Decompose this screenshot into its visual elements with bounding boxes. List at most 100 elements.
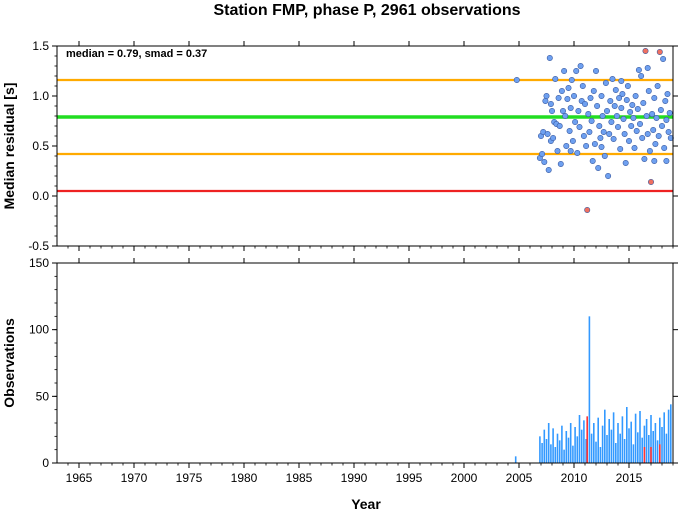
residual-point [603,108,610,115]
observation-bar [637,432,639,463]
residual-point [597,135,604,142]
residual-point [601,153,608,160]
y-tick-label: -0.5 [28,239,49,253]
residual-point [606,131,613,138]
residual-point [588,118,595,125]
observation-bar [541,443,543,463]
residual-point [621,131,628,138]
x-tick-label: 2010 [561,471,588,485]
residual-point [616,95,623,102]
residual-point [577,62,584,69]
residual-point [609,76,616,83]
x-axis-label: Year [351,496,381,511]
outlier-point [656,48,663,55]
observation-bar [630,421,632,463]
residual-point [611,103,618,110]
residual-point [564,96,571,103]
observation-bar [626,407,628,463]
y-tick-label: 100 [29,323,49,337]
residual-point [627,109,634,116]
y-tick-label: 0.0 [32,189,49,203]
residual-point [657,107,664,114]
residual-point [633,128,640,135]
residual-point [598,144,605,151]
residual-point [579,83,586,90]
residual-point [563,143,570,150]
observation-bar [514,456,517,463]
x-tick-label: 1965 [66,471,93,485]
median-smad-annotation: median = 0.79, smad = 0.37 [66,48,207,60]
residual-point [559,108,566,115]
residual-point [594,103,601,110]
observation-bar [617,423,619,463]
residual-point [547,101,554,108]
residual-point [567,148,574,155]
residual-point [572,119,579,126]
observation-bar [663,412,665,463]
residual-point [580,133,587,140]
observation-bar [556,433,559,463]
observation-bar [552,428,554,463]
residual-point [581,101,588,108]
observation-bar [558,440,561,463]
outlier-bar [643,447,646,463]
residual-point [612,87,619,94]
residual-point [629,102,636,109]
residual-point [660,55,667,62]
residual-point [595,165,602,172]
observation-bar [588,316,591,463]
observation-bar [641,437,643,463]
residual-point [618,78,625,85]
residual-points [513,47,674,214]
observation-bar [656,440,659,463]
observation-bar [608,419,610,463]
residual-point [618,105,625,112]
residual-point [664,91,671,98]
residual-point [590,88,597,95]
observation-bar [580,429,583,463]
residual-point [635,67,642,74]
observation-bar [601,425,604,463]
residual-point [552,76,559,83]
residual-point [545,167,552,174]
observation-bar [648,435,650,463]
residual-point [651,158,658,165]
residual-point [596,123,603,130]
observation-bar [590,433,593,463]
residual-x-ticks [67,41,674,251]
observation-bar [593,423,595,463]
chart-title: Station FMP, phase P, 2961 observations [213,2,520,19]
residual-point [628,123,635,130]
observation-bar [670,404,672,463]
residual-point [607,98,614,105]
x-tick-label: 1970 [121,471,148,485]
reference-lines [57,78,673,193]
residual-point [589,158,596,165]
observation-bar [665,433,668,463]
residual-point [622,160,629,167]
observation-bar [621,416,624,463]
observation-bar [585,439,587,463]
residual-point [548,108,555,115]
residual-point [513,77,520,84]
residual-point [592,68,599,75]
residual-point [651,95,658,102]
residual-point [613,113,620,120]
x-tick-label: 1990 [341,471,368,485]
observation-bar [574,427,576,463]
observation-bar [563,449,565,463]
residual-point [646,148,653,155]
observation-bar [561,425,563,463]
residual-panel: -0.5 0.0 0.5 1.0 1.5 median = 0.79, smad = 0… [1,39,678,253]
residual-point [620,116,627,123]
observation-bar [547,423,550,463]
residual-point [654,83,661,90]
residual-panel-frame [56,45,674,247]
observation-bar [578,415,581,463]
residual-point [570,93,577,100]
observation-bar [645,419,648,463]
observation-bar [612,412,615,463]
residual-point [610,136,617,143]
residual-point [619,91,626,98]
